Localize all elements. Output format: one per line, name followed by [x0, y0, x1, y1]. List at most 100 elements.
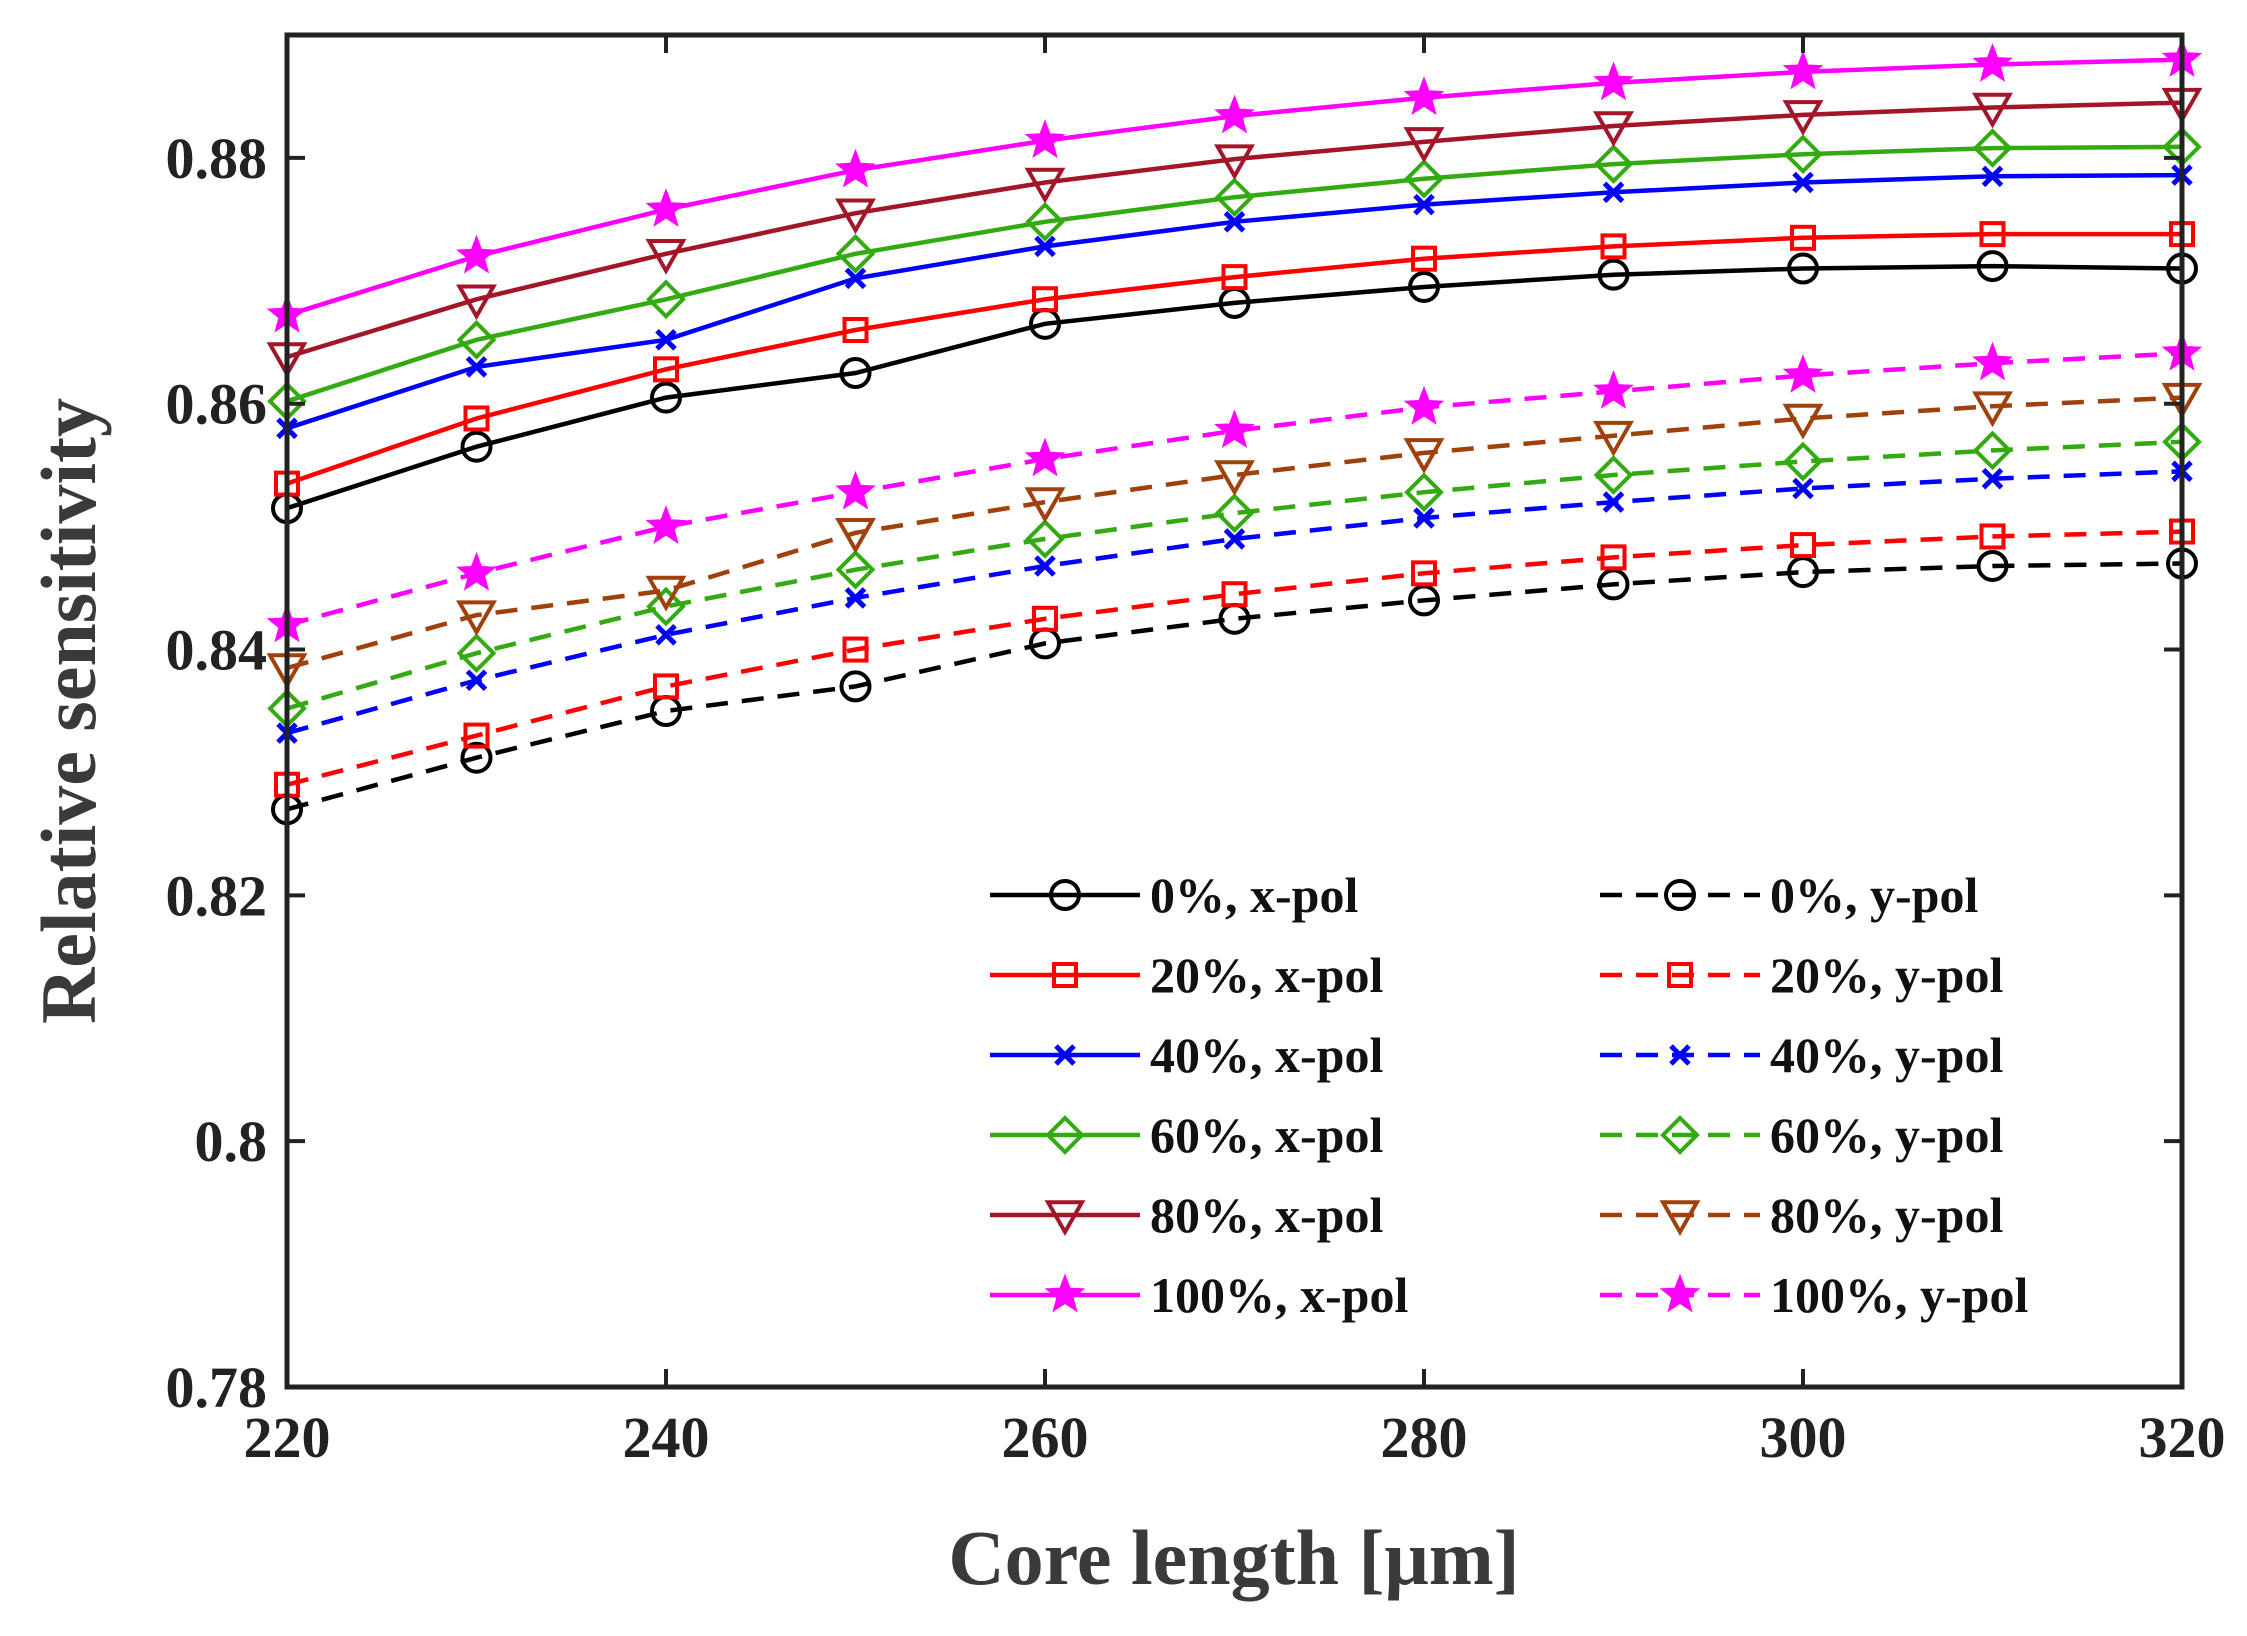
legend-label: 60%, x-pol — [1150, 1107, 1383, 1163]
data-point-80pct-x-pol — [835, 198, 876, 235]
series-60pct-x-pol — [267, 127, 2202, 422]
data-point-60pct-x-pol — [1593, 144, 1634, 184]
legend-marker — [1045, 1115, 1085, 1155]
data-point-100pct-x-pol — [1024, 119, 1066, 159]
legend-item-0pct-x-pol[interactable]: 0%, x-pol — [990, 867, 1358, 923]
legend-item-0pct-y-pol[interactable]: 0%, y-pol — [1600, 867, 1978, 923]
legend-label: 100%, x-pol — [1150, 1267, 1408, 1323]
y-tick-label: 0.84 — [166, 618, 268, 683]
data-point-0pct-x-pol — [1408, 270, 1440, 303]
data-point-40pct-y-pol — [1602, 491, 1625, 513]
data-point-80pct-x-pol — [1403, 127, 1445, 163]
legend-item-100pct-x-pol[interactable]: 100%, x-pol — [990, 1267, 1408, 1323]
data-point-20pct-x-pol — [1221, 264, 1248, 291]
legend-marker — [1044, 1273, 1086, 1313]
data-point-80pct-x-pol — [1593, 111, 1634, 147]
data-point-20pct-y-pol — [1032, 605, 1058, 632]
data-point-40pct-y-pol — [1792, 477, 1814, 500]
legend-item-40pct-y-pol[interactable]: 40%, y-pol — [1600, 1027, 2003, 1083]
data-point-80pct-y-pol — [1403, 438, 1445, 474]
series-0pct-x-pol — [271, 250, 2198, 525]
data-point-60pct-y-pol — [1214, 493, 1255, 533]
data-point-40pct-y-pol — [1034, 555, 1056, 577]
data-point-80pct-y-pol — [456, 600, 497, 637]
legend-marker — [1667, 962, 1693, 988]
y-tick-label: 0.8 — [195, 1109, 268, 1174]
data-point-0pct-x-pol — [1976, 250, 2009, 283]
data-point-60pct-y-pol — [1972, 430, 2013, 471]
data-point-0pct-y-pol — [1976, 549, 2009, 582]
series-40pct-y-pol — [276, 460, 2193, 744]
data-point-20pct-x-pol — [653, 356, 679, 383]
x-tick-label: 280 — [1381, 1405, 1468, 1470]
legend[interactable]: 0%, x-pol 20%, x-pol 40%, x-pol 60%, x-pol 8… — [990, 867, 2028, 1323]
legend-item-60pct-x-pol[interactable]: 60%, x-pol — [990, 1107, 1383, 1163]
data-point-20pct-x-pol — [1979, 221, 2006, 248]
plot-frame — [284, 32, 2185, 1390]
legend-label: 60%, y-pol — [1770, 1107, 2003, 1163]
data-point-20pct-y-pol — [1979, 523, 2006, 550]
data-point-0pct-x-pol — [1787, 252, 1819, 285]
data-point-40pct-x-pol — [1034, 235, 1056, 258]
series-line-20pct-x-pol — [286, 231, 2182, 486]
data-point-100pct-x-pol — [1782, 50, 1824, 90]
data-point-0pct-y-pol — [1408, 584, 1440, 617]
data-point-20pct-x-pol — [1032, 286, 1058, 313]
legend-item-60pct-y-pol[interactable]: 60%, y-pol — [1600, 1107, 2003, 1163]
data-point-60pct-y-pol — [646, 586, 686, 627]
x-tick-label: 220 — [244, 1405, 331, 1470]
data-point-100pct-y-pol — [1782, 354, 1824, 393]
data-point-100pct-x-pol — [645, 188, 687, 227]
axis-ticks: 220 240 260 280 300 320 0.78 0.8 0.82 0.84 0.86 0.8… — [166, 35, 2226, 1470]
data-point-100pct-y-pol — [1972, 341, 2013, 381]
series-line-0pct-y-pol — [286, 561, 2183, 812]
data-point-40pct-y-pol — [465, 669, 488, 692]
legend-label: 20%, y-pol — [1770, 947, 2003, 1003]
data-point-100pct-y-pol — [835, 470, 876, 510]
data-point-80pct-x-pol — [645, 239, 687, 275]
series-line-100pct-y-pol — [286, 351, 2183, 628]
data-point-80pct-y-pol — [835, 518, 876, 554]
legend-item-40pct-x-pol[interactable]: 40%, x-pol — [990, 1027, 1383, 1083]
data-point-80pct-y-pol — [1024, 487, 1066, 524]
series-40pct-x-pol — [276, 164, 2193, 440]
data-point-20pct-x-pol — [1600, 233, 1627, 260]
data-point-0pct-x-pol — [460, 430, 493, 463]
series-line-80pct-y-pol — [286, 395, 2183, 671]
x-tick-label: 260 — [1002, 1405, 1089, 1470]
series-line-60pct-x-pol — [286, 144, 2183, 404]
y-tick-label: 0.86 — [166, 372, 268, 437]
data-point-40pct-x-pol — [655, 329, 677, 351]
series-line-80pct-x-pol — [286, 100, 2183, 360]
legend-item-20pct-y-pol[interactable]: 20%, y-pol — [1600, 947, 2003, 1003]
legend-item-20pct-x-pol[interactable]: 20%, x-pol — [990, 947, 1383, 1003]
data-point-40pct-y-pol — [1223, 528, 1246, 550]
legend-marker — [1052, 962, 1078, 988]
data-point-20pct-x-pol — [842, 316, 869, 343]
data-point-0pct-y-pol — [839, 670, 872, 703]
data-point-100pct-y-pol — [1403, 385, 1445, 425]
y-axis-title: Relative sensitivity — [25, 398, 112, 1024]
data-point-60pct-x-pol — [1214, 177, 1255, 218]
data-point-40pct-y-pol — [1981, 467, 2004, 490]
data-point-100pct-x-pol — [1593, 61, 1634, 101]
y-tick-label: 0.78 — [166, 1355, 268, 1420]
data-point-0pct-y-pol — [460, 741, 493, 774]
data-point-40pct-x-pol — [1413, 193, 1435, 216]
data-point-60pct-x-pol — [456, 319, 497, 360]
legend-item-100pct-y-pol[interactable]: 100%, y-pol — [1600, 1267, 2028, 1323]
data-point-80pct-y-pol — [1972, 391, 2013, 428]
legend-item-80pct-x-pol[interactable]: 80%, x-pol — [990, 1187, 1383, 1243]
data-point-60pct-y-pol — [1404, 472, 1444, 513]
series-line-0pct-x-pol — [286, 263, 2183, 511]
legend-label: 40%, x-pol — [1150, 1027, 1383, 1083]
series-line-40pct-y-pol — [286, 469, 2183, 736]
legend-item-80pct-y-pol[interactable]: 80%, y-pol — [1600, 1187, 2003, 1243]
data-point-80pct-y-pol — [645, 575, 687, 612]
series-100pct-y-pol — [266, 331, 2203, 643]
data-point-20pct-y-pol — [1221, 581, 1248, 608]
data-point-40pct-y-pol — [844, 587, 867, 609]
data-point-100pct-x-pol — [835, 148, 876, 188]
legend-marker — [1044, 1200, 1086, 1237]
